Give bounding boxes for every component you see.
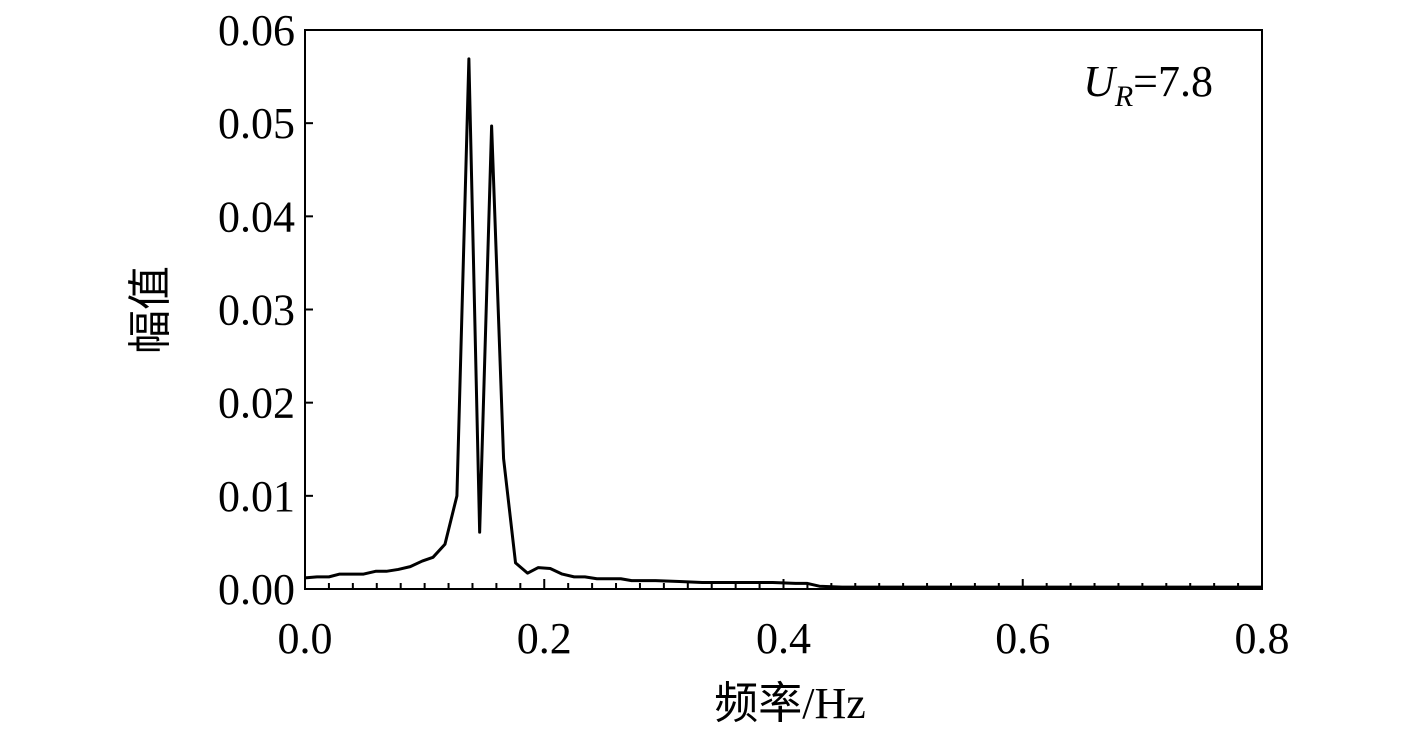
x-axis-label: 频率/Hz — [714, 679, 866, 728]
y-axis-label: 幅值 — [126, 266, 175, 354]
y-tick-label: 0.03 — [218, 286, 295, 335]
annotation-main: U — [1083, 57, 1118, 106]
annotation: UR=7.8 — [1083, 57, 1213, 113]
annotation-rest: =7.8 — [1133, 57, 1213, 106]
y-tick-label: 0.00 — [218, 565, 295, 614]
plot-frame — [304, 29, 1263, 590]
y-tick-label: 0.04 — [218, 192, 295, 241]
x-tick-label: 0.6 — [995, 614, 1050, 663]
x-tick-label: 0.2 — [517, 614, 572, 663]
x-tick-label: 0.0 — [278, 614, 333, 663]
y-tick-label: 0.01 — [218, 472, 295, 521]
x-tick-label: 0.4 — [756, 614, 811, 663]
data-line — [304, 57, 1262, 589]
y-tick-label: 0.06 — [218, 6, 295, 55]
annotation-sub: R — [1114, 80, 1133, 113]
x-tick-label: 0.8 — [1235, 614, 1290, 663]
y-tick-label: 0.05 — [218, 99, 295, 148]
y-tick-label: 0.02 — [218, 379, 295, 428]
